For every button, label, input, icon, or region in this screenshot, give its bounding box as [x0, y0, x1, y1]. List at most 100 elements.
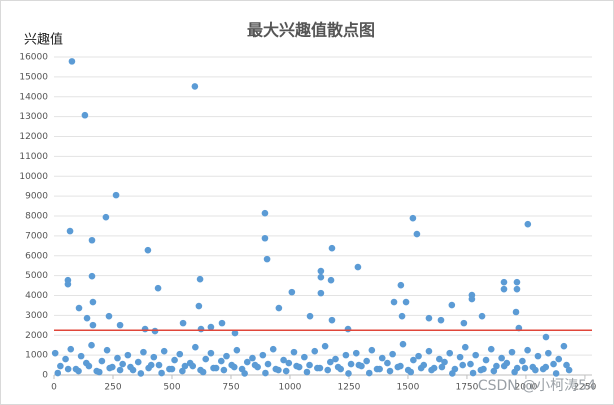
point: [384, 359, 391, 367]
point: [192, 343, 199, 351]
point: [288, 288, 296, 296]
point: [413, 230, 421, 238]
point: [461, 343, 469, 351]
point: [397, 281, 405, 289]
point: [500, 278, 508, 286]
point: [199, 368, 207, 376]
y-tick-label: 4000: [25, 291, 48, 301]
point: [519, 357, 526, 365]
point: [438, 363, 446, 371]
point: [75, 367, 82, 375]
y-axis-label: 兴趣值: [24, 32, 63, 48]
point: [259, 351, 267, 359]
point: [155, 361, 163, 369]
point: [415, 352, 422, 360]
point: [332, 355, 339, 363]
point: [460, 319, 468, 327]
point: [81, 111, 89, 119]
point: [158, 369, 165, 377]
point: [397, 362, 404, 370]
point: [311, 347, 319, 355]
x-tick-label: 1250: [338, 383, 361, 393]
point: [112, 191, 120, 199]
point: [88, 236, 96, 244]
point: [542, 363, 550, 371]
y-tick-label: 10000: [19, 172, 48, 182]
y-tick-label: 1000: [25, 351, 48, 361]
y-tick-label: 6000: [25, 251, 48, 261]
point: [317, 273, 325, 281]
point: [542, 333, 550, 341]
point: [88, 272, 96, 280]
point: [89, 321, 97, 329]
point: [468, 295, 476, 303]
point: [154, 284, 162, 292]
point: [293, 362, 300, 370]
x-tick-label: 1750: [455, 383, 478, 393]
point: [217, 357, 225, 365]
point: [179, 367, 186, 375]
x-tick-label: 0: [51, 383, 57, 393]
chart-title: 最大兴趣值散点图: [247, 21, 375, 40]
point: [565, 366, 573, 374]
point: [119, 360, 126, 368]
point: [534, 352, 542, 360]
point: [456, 353, 464, 361]
point: [317, 267, 325, 275]
point: [524, 346, 531, 354]
point: [140, 348, 147, 356]
point: [189, 362, 197, 370]
point: [285, 359, 293, 367]
point: [555, 355, 563, 363]
point: [306, 361, 313, 369]
point: [96, 368, 103, 376]
x-tick-label: 250: [104, 383, 121, 393]
point: [386, 367, 394, 375]
point: [446, 349, 454, 357]
point: [151, 327, 159, 335]
point: [75, 304, 83, 312]
point: [524, 220, 532, 228]
point: [511, 368, 518, 376]
point: [64, 280, 72, 288]
point: [220, 366, 228, 374]
point: [275, 304, 283, 312]
point: [532, 366, 539, 374]
point: [334, 363, 342, 371]
point: [77, 352, 85, 360]
y-tick-label: 8000: [25, 212, 48, 222]
point: [303, 368, 311, 376]
point: [171, 356, 178, 364]
point: [389, 350, 396, 358]
point: [500, 285, 508, 293]
point: [410, 356, 417, 364]
point: [88, 341, 95, 349]
point: [282, 367, 290, 375]
x-tick-label: 2000: [514, 383, 537, 393]
point: [102, 213, 110, 221]
x-tick-label: 500: [163, 383, 180, 393]
point: [449, 370, 456, 377]
point: [402, 298, 410, 306]
point: [195, 302, 203, 310]
point: [272, 365, 280, 373]
point: [425, 314, 433, 322]
point: [262, 369, 269, 377]
point: [560, 342, 568, 350]
watermark: CSDN @小柯涛54: [478, 378, 596, 394]
point: [425, 347, 433, 355]
point: [124, 351, 132, 359]
point: [448, 301, 456, 309]
point: [345, 370, 352, 377]
point: [498, 354, 505, 362]
point: [493, 362, 500, 370]
point: [378, 354, 386, 362]
point: [191, 83, 199, 90]
point: [437, 316, 445, 324]
x-tick-label: 750: [222, 383, 239, 393]
point: [176, 350, 184, 358]
y-tick-label: 5000: [25, 271, 48, 281]
point: [241, 370, 248, 377]
point: [114, 354, 121, 362]
